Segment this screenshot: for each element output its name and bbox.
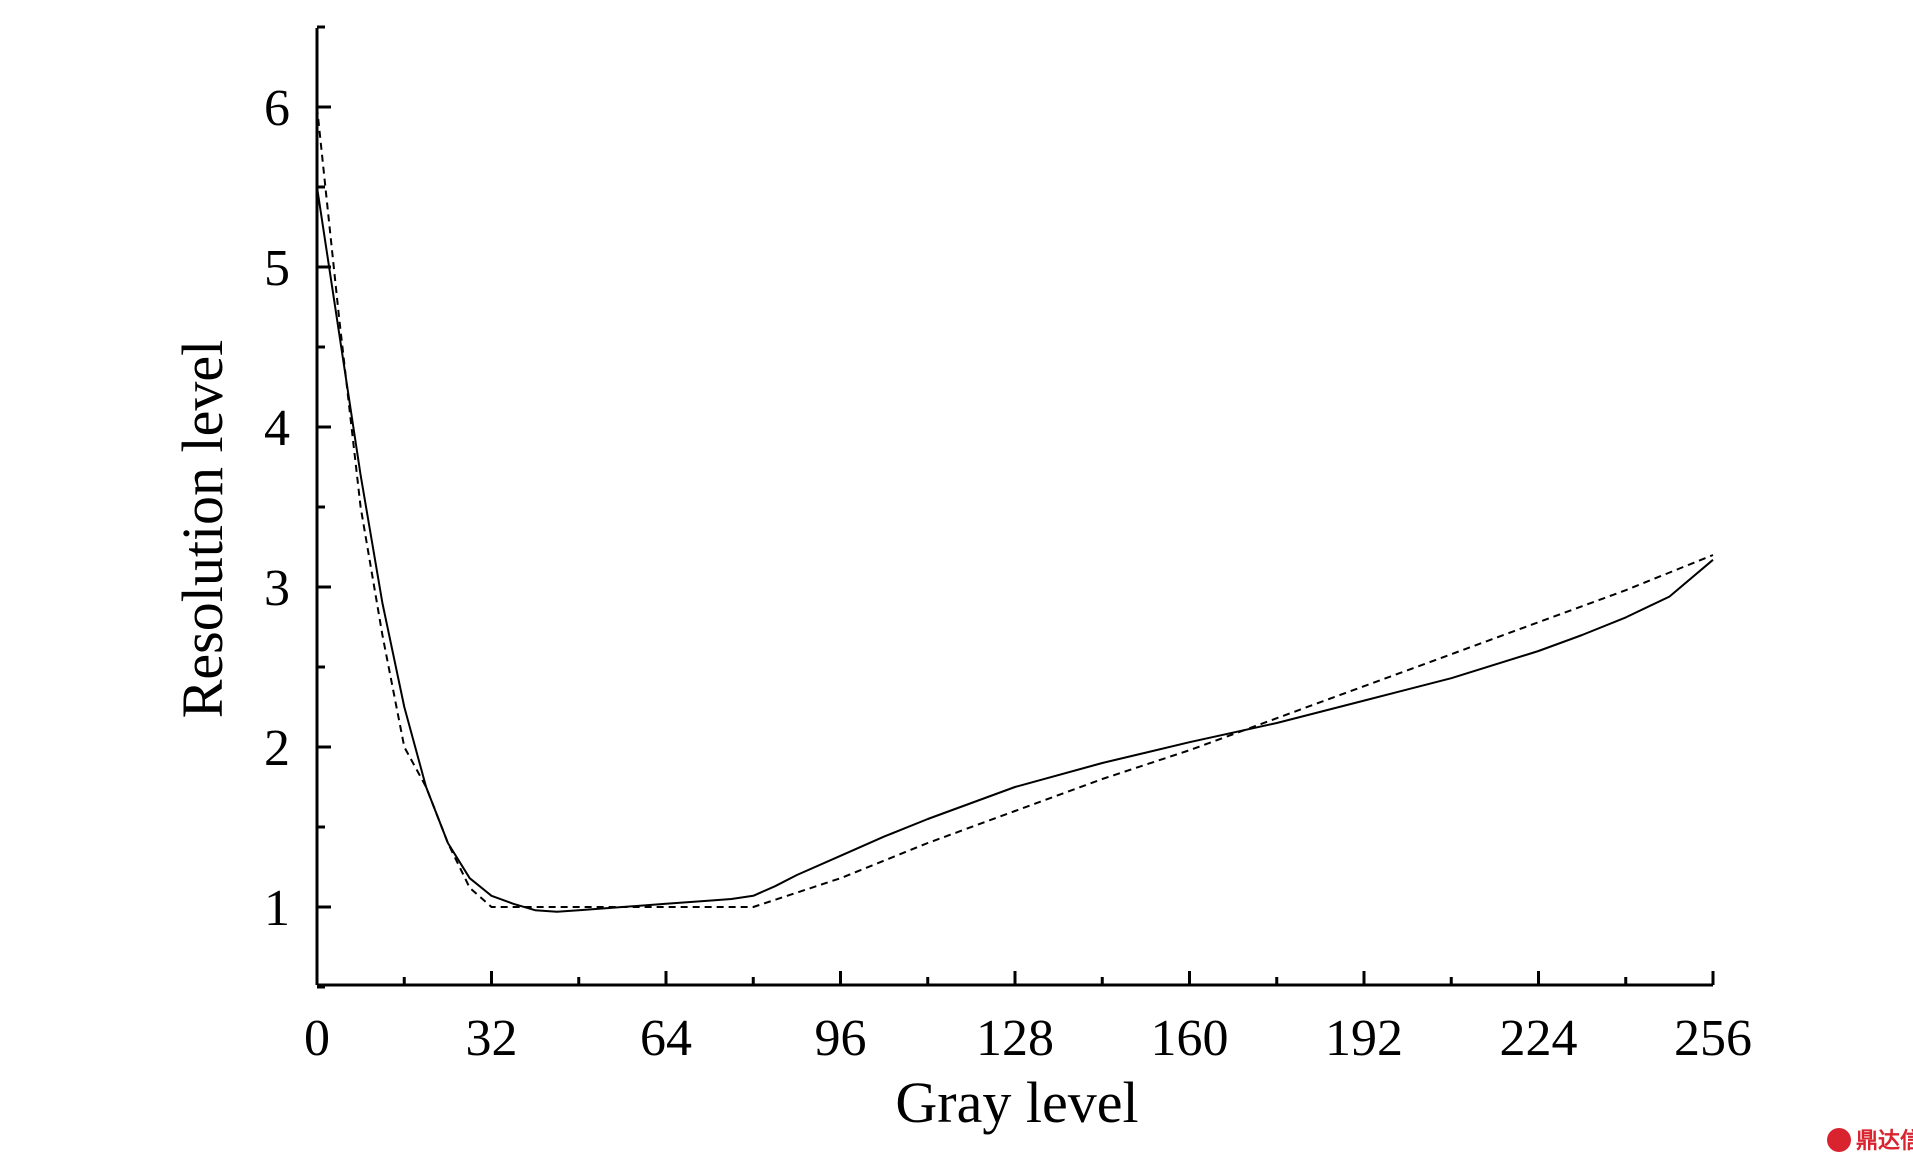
x-tick-label: 224 [1500,1010,1578,1067]
y-tick-label: 5 [264,240,290,297]
x-tick-label: 32 [466,1010,518,1067]
y-tick-label: 1 [264,880,290,937]
x-tick-label: 0 [304,1010,330,1067]
x-tick-label: 128 [976,1010,1054,1067]
x-axis-title: Gray level [895,1070,1138,1135]
y-tick-label: 3 [264,560,290,617]
x-tick-label: 160 [1151,1010,1229,1067]
x-tick-label: 256 [1674,1010,1752,1067]
axes [315,25,1715,989]
x-tick-label: 192 [1325,1010,1403,1067]
y-tick-label: 2 [264,720,290,777]
y-tick-label: 4 [264,400,290,457]
tick-labels: 0 32 64 96 128 160 192 224 256 1 2 3 4 5 6 [264,80,1752,1067]
watermark: 鼎达信 [1827,1128,1913,1154]
series-line-solid [316,186,1714,913]
watermark-logo-icon [1827,1128,1851,1152]
series-line-dashed [316,106,1714,908]
y-axis-title: Resolution level [170,340,235,719]
series-layer [316,106,1714,913]
y-tick-label: 6 [264,80,290,137]
watermark-text: 鼎达信 [1856,1128,1913,1154]
x-tick-label: 64 [640,1010,692,1067]
x-tick-label: 96 [815,1010,867,1067]
